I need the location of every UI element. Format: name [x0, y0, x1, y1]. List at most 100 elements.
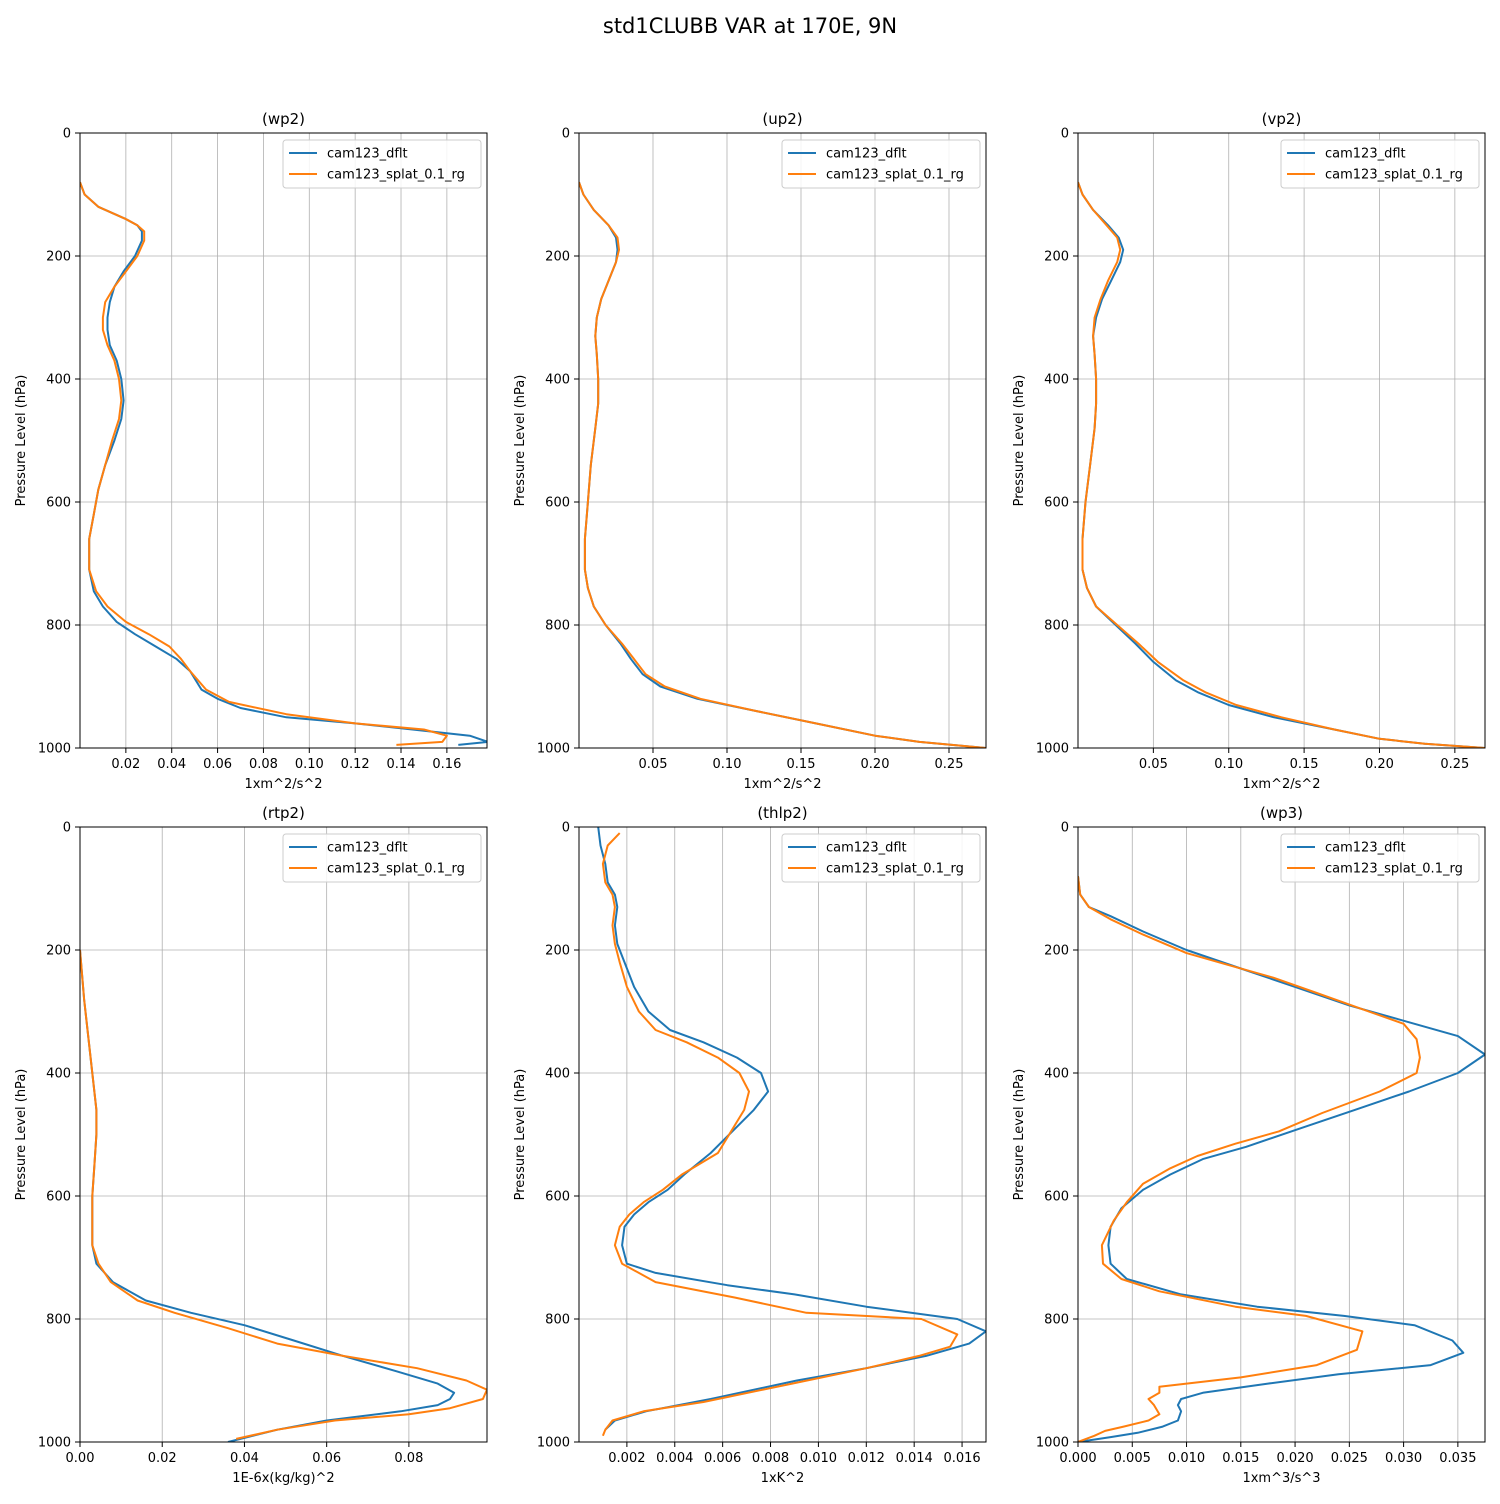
legend-label: cam123_dflt	[1325, 147, 1406, 162]
x-tick-label: 0.10	[295, 757, 324, 772]
x-tick-label: 0.02	[111, 757, 140, 772]
subplot-title: (wp3)	[1260, 804, 1303, 822]
x-tick-label: 0.08	[394, 1451, 423, 1466]
series-line-cam123_splat_0.1_rg	[80, 949, 487, 1440]
subplot-4: 0.002 0.004 0.006 0.008 0.010 0.012 0.014 0.016…	[513, 804, 987, 1486]
y-tick-label: 0	[1061, 821, 1069, 836]
plot-frame	[1077, 132, 1486, 749]
legend-label: cam123_dflt	[327, 147, 408, 162]
legend-label: cam123_splat_0.1_rg	[826, 862, 964, 877]
plot-frame	[1077, 826, 1486, 1443]
x-tick-label: 0.010	[1168, 1451, 1205, 1466]
x-tick-label: 0.000	[1059, 1451, 1096, 1466]
legend-label: cam123_splat_0.1_rg	[1325, 862, 1463, 877]
y-tick-label: 200	[46, 250, 71, 265]
plot-frame	[578, 826, 987, 1443]
x-tick-label: 0.012	[848, 1451, 885, 1466]
subplot-title: (thlp2)	[757, 804, 807, 822]
legend: cam123_dflt cam123_splat_0.1_rg	[781, 833, 981, 883]
x-tick-label: 0.004	[656, 1451, 693, 1466]
subplot-title: (vp2)	[1262, 110, 1302, 128]
x-tick-label: 0.20	[861, 757, 890, 772]
x-axis-label: 1xm^2/s^2	[743, 777, 821, 792]
subplot-title: (wp2)	[262, 110, 305, 128]
x-tick-label: 0.014	[896, 1451, 933, 1466]
series-line-cam123_dflt	[80, 181, 487, 746]
y-tick-label: 800	[1044, 619, 1069, 634]
y-tick-label: 200	[46, 944, 71, 959]
legend-label: cam123_splat_0.1_rg	[327, 862, 465, 877]
y-tick-label: 400	[545, 373, 570, 388]
x-tick-label: 0.12	[341, 757, 370, 772]
y-tick-label: 600	[1044, 1190, 1069, 1205]
y-tick-label: 0	[562, 127, 570, 142]
series-line-cam123_splat_0.1_rg	[1078, 876, 1421, 1442]
y-tick-label: 800	[545, 619, 570, 634]
subplot-title: (rtp2)	[262, 804, 305, 822]
y-tick-label: 0	[63, 127, 71, 142]
legend-label: cam123_splat_0.1_rg	[1325, 168, 1463, 183]
y-tick-label: 400	[46, 1067, 71, 1082]
plot-frame	[578, 132, 987, 749]
x-tick-label: 0.15	[1290, 757, 1319, 772]
y-axis-label: Pressure Level (hPa)	[513, 375, 528, 507]
y-tick-label: 600	[46, 1190, 71, 1205]
y-tick-label: 1000	[537, 742, 570, 757]
legend-box	[781, 139, 981, 189]
legend-box	[1280, 833, 1480, 883]
legend-box	[282, 833, 482, 883]
y-tick-label: 800	[46, 1313, 71, 1328]
x-axis-label: 1xm^2/s^2	[1242, 777, 1320, 792]
x-tick-label: 0.015	[1222, 1451, 1259, 1466]
x-tick-label: 0.016	[943, 1451, 980, 1466]
y-axis-label: Pressure Level (hPa)	[14, 375, 29, 507]
y-tick-label: 1000	[1036, 1436, 1069, 1451]
y-tick-label: 400	[1044, 373, 1069, 388]
x-tick-label: 0.006	[704, 1451, 741, 1466]
y-tick-label: 200	[1044, 944, 1069, 959]
y-tick-label: 600	[545, 496, 570, 511]
plot-frame	[79, 826, 488, 1443]
y-tick-label: 1000	[1036, 742, 1069, 757]
x-axis-label: 1xK^2	[761, 1471, 805, 1486]
y-axis-label: Pressure Level (hPa)	[1012, 375, 1027, 507]
y-tick-label: 200	[1044, 250, 1069, 265]
legend-label: cam123_dflt	[826, 147, 907, 162]
series-line-cam123_dflt	[597, 827, 986, 1431]
figure-title: std1CLUBB VAR at 170E, 9N	[602, 14, 898, 38]
x-tick-label: 0.020	[1276, 1451, 1313, 1466]
legend-label: cam123_dflt	[327, 841, 408, 856]
x-tick-label: 0.00	[66, 1451, 95, 1466]
subplot-0: 0.02 0.04 0.06 0.08 0.10 0.12 0.14 0.16 0 200 400 6…	[14, 110, 488, 792]
y-tick-label: 800	[545, 1313, 570, 1328]
legend: cam123_dflt cam123_splat_0.1_rg	[1280, 139, 1480, 189]
legend: cam123_dflt cam123_splat_0.1_rg	[781, 139, 981, 189]
y-tick-label: 1000	[38, 1436, 71, 1451]
y-tick-label: 200	[545, 250, 570, 265]
subplot-1: 0.05 0.10 0.15 0.20 0.25 0 200 400 600 800 1000 (up…	[513, 110, 987, 792]
x-tick-label: 0.010	[800, 1451, 837, 1466]
subplot-3: 0.00 0.02 0.04 0.06 0.08 0 200 400 600 800 1000 (rt…	[14, 804, 488, 1486]
series-line-cam123_dflt	[1078, 876, 1485, 1442]
x-tick-label: 0.06	[312, 1451, 341, 1466]
y-tick-label: 800	[46, 619, 71, 634]
legend: cam123_dflt cam123_splat_0.1_rg	[282, 139, 482, 189]
series-line-cam123_dflt	[1078, 181, 1485, 748]
x-tick-label: 0.06	[203, 757, 232, 772]
subplot-title: (up2)	[762, 110, 802, 128]
y-tick-label: 0	[1061, 127, 1069, 142]
x-tick-label: 0.25	[1440, 757, 1469, 772]
x-tick-label: 0.02	[148, 1451, 177, 1466]
y-tick-label: 400	[46, 373, 71, 388]
y-tick-label: 1000	[537, 1436, 570, 1451]
legend-box	[781, 833, 981, 883]
y-tick-label: 200	[545, 944, 570, 959]
x-tick-label: 0.15	[787, 757, 816, 772]
series-line-cam123_splat_0.1_rg	[601, 832, 959, 1437]
x-tick-label: 0.04	[157, 757, 186, 772]
y-axis-label: Pressure Level (hPa)	[14, 1069, 29, 1201]
legend-box	[1280, 139, 1480, 189]
y-tick-label: 1000	[38, 742, 71, 757]
